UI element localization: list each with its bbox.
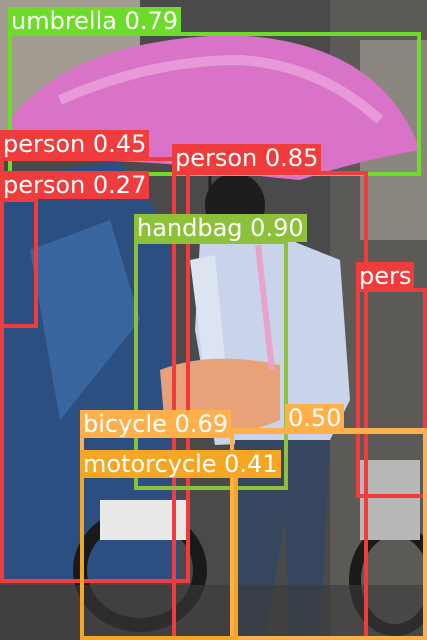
person-box-045: [0, 157, 190, 583]
bicycle-label: bicycle 0.69: [80, 410, 231, 438]
handbag-box: [134, 240, 288, 490]
person-label-085: person 0.85: [172, 144, 322, 172]
umbrella-label: umbrella 0.79: [8, 7, 182, 35]
person-label-027: person 0.27: [0, 171, 150, 199]
motorcycle-box: [80, 473, 238, 640]
person-label-045: person 0.45: [0, 130, 150, 158]
person-box-027: [0, 198, 38, 328]
extra-label-050: 0.50: [285, 404, 345, 432]
handbag-label: handbag 0.90: [134, 214, 307, 242]
motorcycle-label: motorcycle 0.41: [80, 450, 281, 478]
person-box-right: [356, 288, 427, 498]
person-label-right: pers: [356, 262, 415, 290]
